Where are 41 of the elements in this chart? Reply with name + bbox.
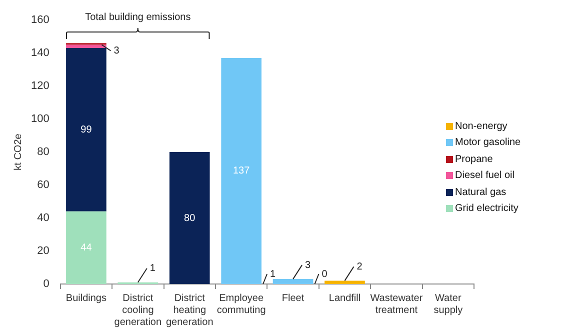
y-tick-label: 20 xyxy=(37,245,50,258)
annotation: 3 xyxy=(114,46,120,56)
data-label: 99 xyxy=(80,124,92,136)
x-tick-label: Wastewater treatment xyxy=(370,292,424,316)
y-tick-label: 60 xyxy=(37,179,50,192)
y-axis-title: kt CO2e xyxy=(12,133,24,170)
y-tick-label: 40 xyxy=(37,212,50,224)
y-tick-label: 160 xyxy=(30,14,50,26)
annotation: 2 xyxy=(356,261,363,272)
data-label: 44 xyxy=(80,242,92,254)
legend-label: Non-energy xyxy=(454,120,508,134)
x-tick-label: Water supply xyxy=(434,292,463,316)
bar xyxy=(272,279,314,284)
legend-label: Grid electricity xyxy=(454,202,520,216)
y-tick-label: 100 xyxy=(30,113,50,126)
legend-label: Propane xyxy=(454,152,494,167)
bar xyxy=(169,152,210,284)
data-label: 80 xyxy=(184,212,196,224)
annotation: 0 xyxy=(322,268,328,280)
x-tick-label: District heating generation xyxy=(166,292,214,328)
x-tick-label: Employee commuting xyxy=(216,292,266,316)
annotation: Total building emissions xyxy=(85,12,191,23)
y-tick-label: 0 xyxy=(43,278,50,290)
legend-label: Motor gasoline xyxy=(454,136,521,150)
annotation: 1 xyxy=(150,263,156,274)
x-tick-label: Buildings xyxy=(66,292,107,304)
bar xyxy=(66,211,106,284)
legend-label: Diesel fuel oil xyxy=(454,169,516,184)
legend-label: Natural gas xyxy=(454,186,508,200)
bar xyxy=(324,280,365,284)
data-label: 137 xyxy=(232,166,250,177)
bar xyxy=(66,48,106,212)
x-tick-label: Fleet xyxy=(282,292,304,304)
x-tick-label: Landfill xyxy=(328,292,361,304)
annotation: 1 xyxy=(270,268,276,280)
y-tick-label: 120 xyxy=(30,80,50,92)
y-tick-label: 80 xyxy=(37,146,50,158)
bar xyxy=(221,58,262,284)
y-tick-label: 140 xyxy=(30,47,50,60)
x-tick-label: District cooling generation xyxy=(114,292,162,328)
annotation: 3 xyxy=(305,260,312,271)
